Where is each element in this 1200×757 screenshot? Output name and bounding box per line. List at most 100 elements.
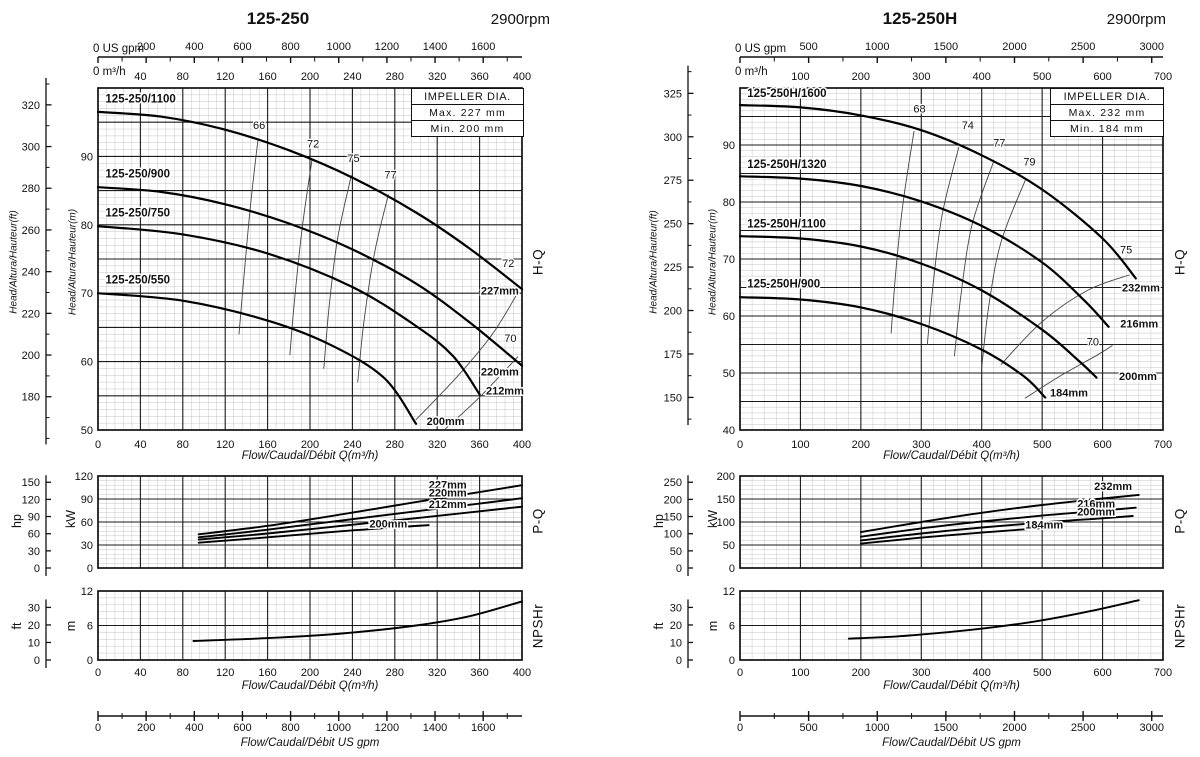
- panel-label-npshr: NPSHr: [530, 603, 546, 649]
- x-axis-title-flow-gpm: Flow/Caudal/Débit US gpm: [240, 737, 380, 749]
- efficiency-contour: [981, 179, 1026, 368]
- svg-text:160: 160: [258, 71, 276, 83]
- svg-text:280: 280: [386, 71, 404, 83]
- svg-text:1000: 1000: [327, 722, 351, 734]
- svg-text:216mm: 216mm: [1120, 318, 1158, 330]
- svg-text:280: 280: [386, 439, 404, 451]
- svg-text:50: 50: [723, 540, 735, 552]
- svg-text:600: 600: [1093, 439, 1111, 451]
- svg-text:200: 200: [301, 667, 319, 679]
- svg-text:200: 200: [852, 667, 870, 679]
- x-axis-title-flow-q: Flow/Caudal/Débit Q(m³/h): [883, 450, 1020, 462]
- panel-label-hq: H-Q: [530, 248, 546, 276]
- hq-curve-216mm: [738, 175, 1110, 328]
- svg-text:320: 320: [428, 667, 446, 679]
- impeller-dia-box: IMPELLER DIA. Max. 232 mm Min. 184 mm: [1050, 88, 1164, 137]
- svg-text:0: 0: [95, 722, 101, 734]
- impeller-dia-box: IMPELLER DIA. Max. 227 mm Min. 200 mm: [411, 88, 524, 137]
- hq-curve-220mm: [96, 186, 524, 367]
- svg-text:66: 66: [253, 120, 265, 132]
- gpm-zero-label: 0 US gpm: [735, 43, 787, 55]
- efficiency-contour: [238, 138, 259, 335]
- svg-text:79: 79: [1023, 157, 1035, 169]
- svg-text:10: 10: [28, 637, 40, 649]
- svg-text:227mm: 227mm: [481, 286, 519, 298]
- svg-text:360: 360: [470, 667, 488, 679]
- svg-text:1000: 1000: [865, 722, 889, 734]
- svg-text:125-250/1100: 125-250/1100: [105, 93, 175, 105]
- svg-text:400: 400: [973, 71, 991, 83]
- svg-text:100: 100: [717, 517, 735, 529]
- pq-curve-220mm: [197, 497, 523, 539]
- svg-text:240: 240: [343, 71, 361, 83]
- svg-text:68: 68: [913, 104, 925, 116]
- panel-label-pq: P-Q: [1172, 508, 1188, 534]
- svg-text:100: 100: [791, 71, 809, 83]
- m3h-zero-label: 0 m³/h: [93, 66, 126, 78]
- y-axis-label-hp: hp: [652, 514, 666, 528]
- svg-text:1500: 1500: [934, 722, 958, 734]
- svg-text:400: 400: [185, 41, 203, 53]
- svg-text:150: 150: [664, 392, 682, 404]
- svg-text:400: 400: [513, 439, 531, 451]
- svg-text:800: 800: [281, 41, 299, 53]
- svg-text:220mm: 220mm: [429, 488, 467, 500]
- pq-curve-184mm: [859, 526, 1059, 545]
- x-axis-title-flow-q: Flow/Caudal/Débit Q(m³/h): [241, 450, 379, 462]
- svg-text:1200: 1200: [375, 41, 399, 53]
- svg-text:180: 180: [22, 392, 40, 404]
- svg-text:80: 80: [177, 667, 189, 679]
- svg-text:20: 20: [670, 620, 682, 632]
- svg-text:1000: 1000: [865, 41, 889, 53]
- svg-text:12: 12: [723, 586, 735, 598]
- x-axis-title-flow-q-np: Flow/Caudal/Débit Q(m³/h): [883, 680, 1020, 692]
- svg-text:50: 50: [670, 546, 682, 558]
- hq-curve-200mm: [96, 292, 418, 425]
- svg-text:1600: 1600: [471, 722, 495, 734]
- svg-text:200: 200: [22, 350, 40, 362]
- svg-text:400: 400: [973, 667, 991, 679]
- svg-text:200: 200: [717, 471, 735, 483]
- svg-text:184mm: 184mm: [1050, 387, 1088, 399]
- svg-text:72: 72: [502, 258, 514, 270]
- pq-curve-216mm: [859, 506, 1137, 538]
- svg-text:90: 90: [81, 151, 93, 163]
- pq-curve-232mm: [859, 493, 1140, 534]
- svg-text:60: 60: [28, 529, 40, 541]
- svg-text:125-250H/1600: 125-250H/1600: [747, 88, 826, 100]
- svg-text:70: 70: [81, 288, 93, 300]
- y-axis-label-head-ft: Head/Altura/Hauteur(ft): [8, 210, 20, 314]
- svg-text:400: 400: [513, 667, 531, 679]
- svg-text:227mm: 227mm: [429, 479, 467, 491]
- svg-text:70: 70: [723, 254, 735, 266]
- svg-text:280: 280: [386, 667, 404, 679]
- svg-text:150: 150: [664, 512, 682, 524]
- svg-text:300: 300: [912, 71, 930, 83]
- svg-text:175: 175: [664, 349, 682, 361]
- y-axis-label-m: m: [64, 620, 78, 632]
- svg-text:300: 300: [912, 439, 930, 451]
- gpm-zero-label: 0 US gpm: [93, 43, 145, 55]
- svg-text:800: 800: [281, 722, 299, 734]
- svg-text:600: 600: [1093, 667, 1111, 679]
- svg-text:74: 74: [962, 120, 974, 132]
- pq-curve-227mm: [197, 484, 523, 536]
- svg-text:2500: 2500: [1071, 41, 1095, 53]
- y-axis-label-kw: kW: [64, 509, 78, 529]
- x-axis-title-flow-gpm: Flow/Caudal/Débit US gpm: [882, 737, 1021, 749]
- efficiency-contour: [1000, 274, 1130, 365]
- svg-text:200mm: 200mm: [1119, 371, 1157, 383]
- pq-curve-200mm: [197, 524, 430, 544]
- hq-curve-227mm: [96, 110, 524, 291]
- efficiency-contour: [357, 194, 389, 383]
- svg-text:0: 0: [729, 655, 735, 667]
- svg-text:325: 325: [664, 88, 682, 100]
- svg-text:2500: 2500: [1071, 722, 1095, 734]
- impeller-min: Min. 200 mm: [430, 122, 505, 135]
- rpm-label: 2900rpm: [490, 11, 550, 28]
- y-axis-label-m: m: [706, 620, 720, 632]
- svg-text:500: 500: [1033, 71, 1051, 83]
- svg-text:260: 260: [22, 225, 40, 237]
- efficiency-contour: [415, 290, 520, 421]
